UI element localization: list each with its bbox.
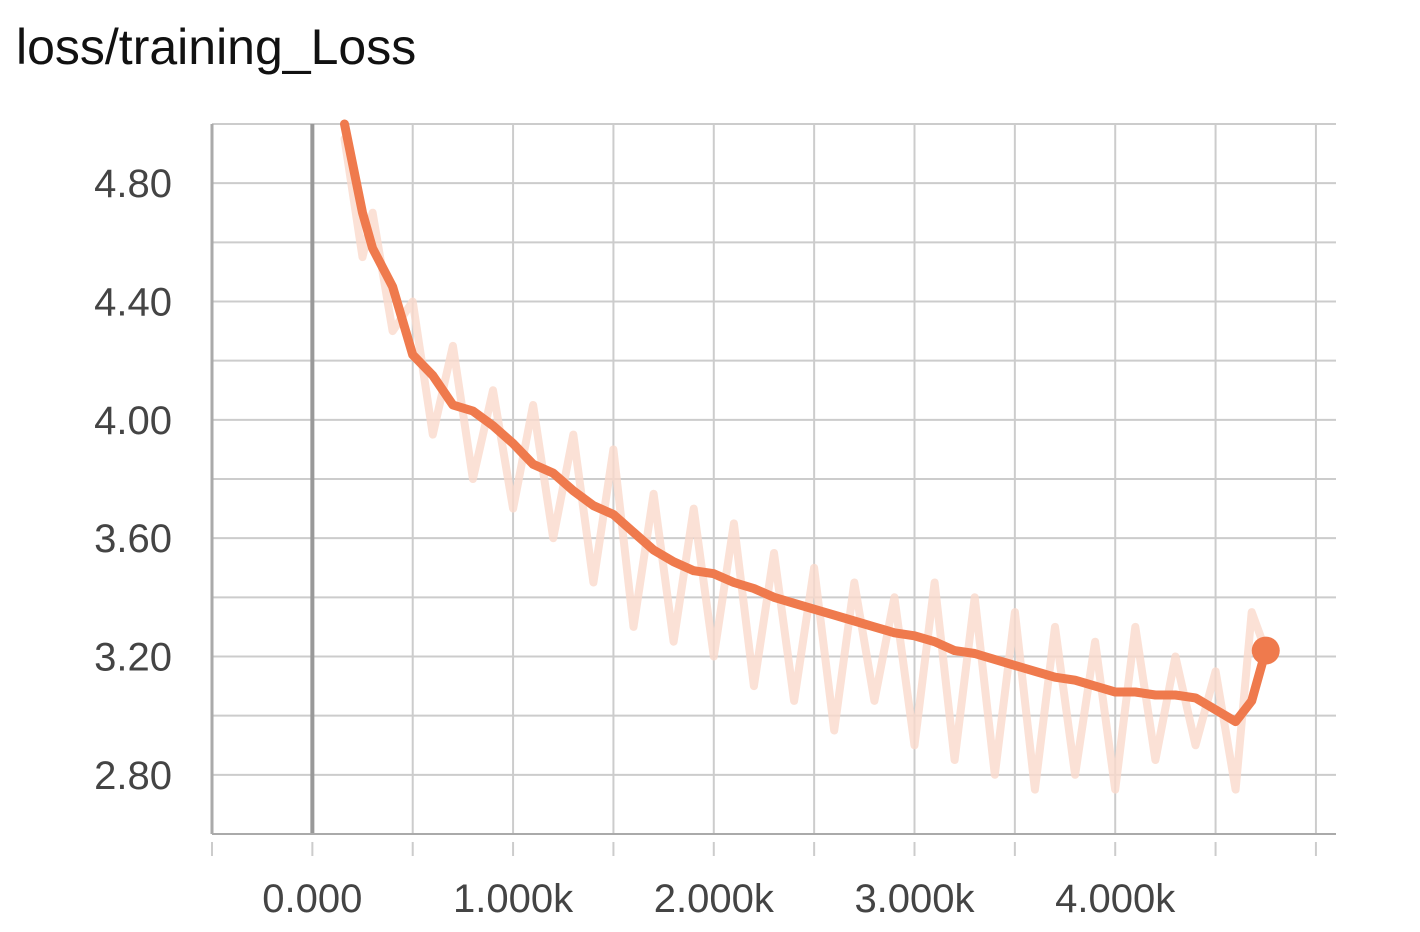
series xyxy=(340,119,1280,794)
grid xyxy=(211,123,1336,835)
y-tick-label: 3.20 xyxy=(94,636,172,680)
y-tick-label: 4.00 xyxy=(94,399,172,443)
x-tick-label: 4.000k xyxy=(1055,877,1176,921)
last-point-marker xyxy=(1251,636,1280,665)
x-tick-label: 0.000 xyxy=(262,877,362,921)
axes xyxy=(210,124,1336,856)
y-tick-label: 4.40 xyxy=(94,281,172,325)
raw-loss-line xyxy=(340,134,1270,794)
y-tick-label: 2.80 xyxy=(94,754,172,798)
x-tick-label: 2.000k xyxy=(654,877,775,921)
x-tick-label: 1.000k xyxy=(453,877,574,921)
smoothed-loss-line xyxy=(340,119,1271,727)
y-tick-label: 3.60 xyxy=(94,517,172,561)
y-tick-label: 4.80 xyxy=(94,162,172,206)
chart-title: loss/training_Loss xyxy=(16,19,417,75)
x-tick-label: 3.000k xyxy=(854,877,975,921)
tick-labels: 2.80 3.20 3.60 4.00 4.40 4.80 0.000 1.000k 2.000… xyxy=(94,162,1176,921)
